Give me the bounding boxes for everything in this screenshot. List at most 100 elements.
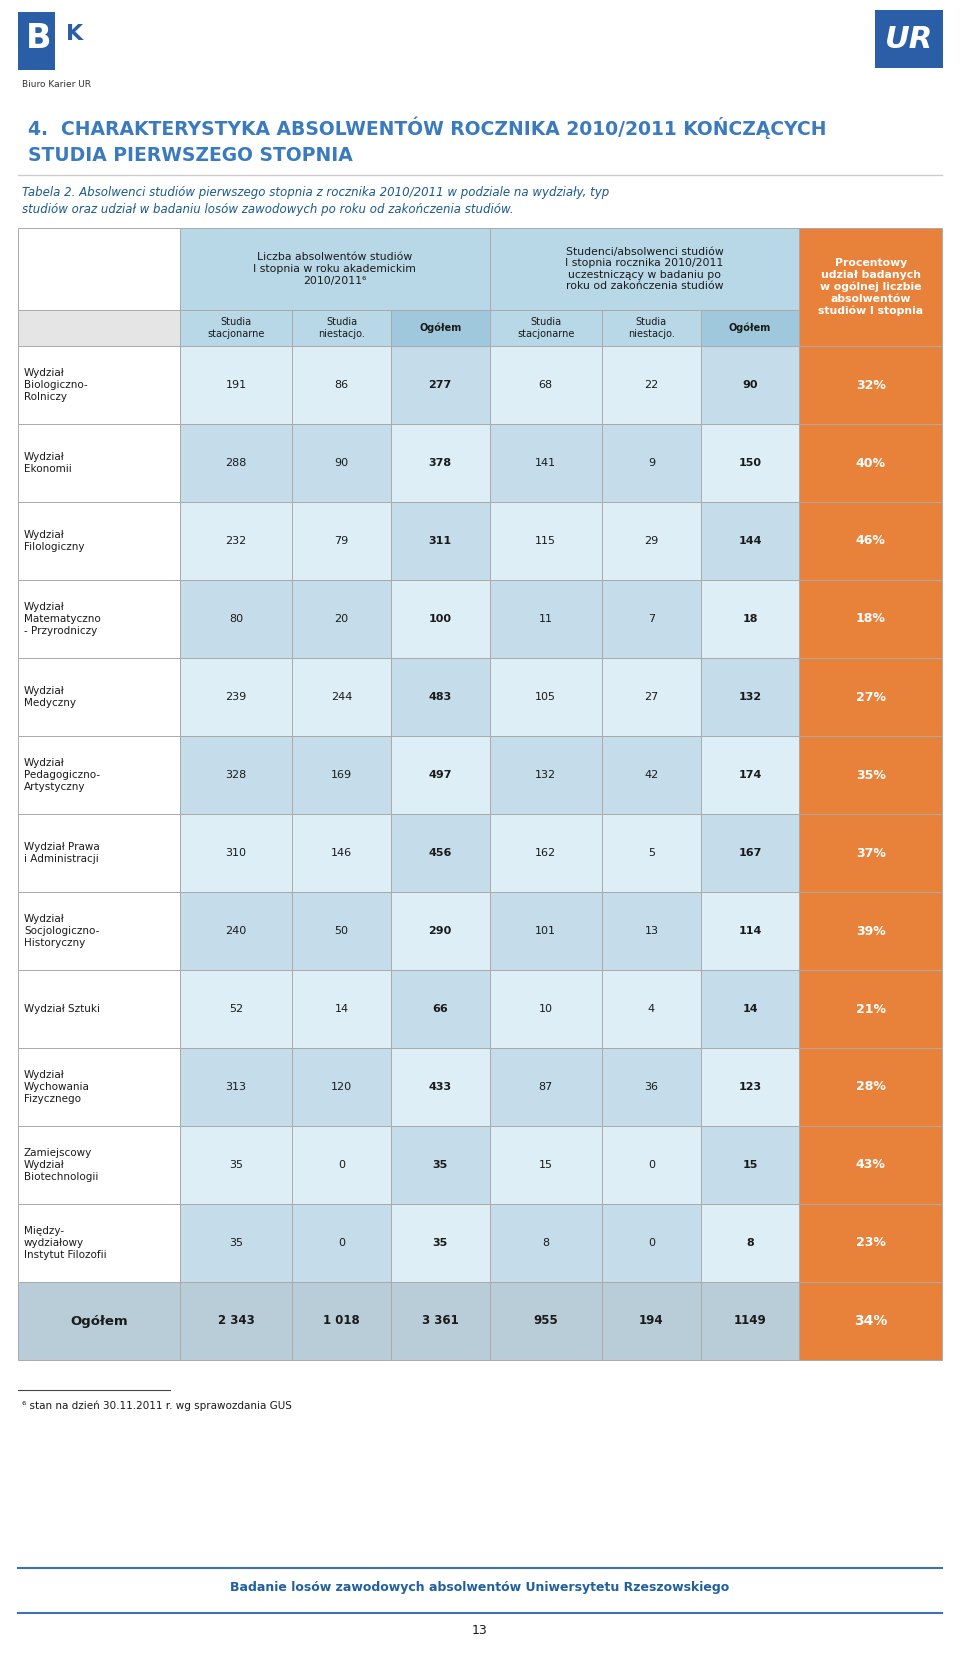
Bar bbox=[490, 657, 602, 736]
Bar bbox=[180, 310, 292, 345]
Bar bbox=[292, 1048, 391, 1126]
Bar bbox=[180, 1283, 292, 1359]
Text: 120: 120 bbox=[331, 1083, 352, 1093]
Bar bbox=[180, 736, 292, 814]
Text: Wydział
Socjologiczno-
Historyczny: Wydział Socjologiczno- Historyczny bbox=[24, 914, 100, 947]
Text: 42: 42 bbox=[644, 771, 659, 781]
Text: 80: 80 bbox=[228, 614, 243, 624]
Text: Studia
stacjonarne: Studia stacjonarne bbox=[517, 317, 574, 339]
Bar bbox=[391, 1283, 490, 1359]
Text: Studia
niestacjo.: Studia niestacjo. bbox=[318, 317, 365, 339]
Bar bbox=[490, 502, 602, 580]
Text: 10: 10 bbox=[539, 1004, 553, 1014]
Text: 433: 433 bbox=[429, 1083, 452, 1093]
Bar bbox=[800, 814, 942, 892]
Text: 50: 50 bbox=[334, 926, 348, 936]
Text: Wydział Sztuki: Wydział Sztuki bbox=[24, 1004, 100, 1014]
Text: 169: 169 bbox=[331, 771, 352, 781]
Bar bbox=[800, 657, 942, 736]
Text: UR: UR bbox=[885, 25, 933, 53]
Text: 955: 955 bbox=[534, 1314, 558, 1328]
Bar bbox=[180, 814, 292, 892]
Text: 162: 162 bbox=[536, 847, 557, 857]
Text: 15: 15 bbox=[539, 1159, 553, 1169]
Bar bbox=[18, 971, 180, 1048]
Bar bbox=[18, 1048, 180, 1126]
Bar bbox=[800, 736, 942, 814]
Bar bbox=[180, 424, 292, 502]
Text: Badanie losów zawodowych absolwentów Uniwersytetu Rzeszowskiego: Badanie losów zawodowych absolwentów Uni… bbox=[230, 1581, 730, 1595]
Bar bbox=[800, 580, 942, 657]
Text: 1149: 1149 bbox=[733, 1314, 766, 1328]
Text: 21%: 21% bbox=[855, 1002, 886, 1016]
Bar bbox=[18, 345, 180, 424]
Bar bbox=[602, 892, 701, 971]
Text: 240: 240 bbox=[226, 926, 247, 936]
Bar bbox=[180, 502, 292, 580]
Bar bbox=[292, 310, 391, 345]
Text: 4.  CHARAKTERYSTYKA ABSOLWENTÓW ROCZNIKA 2010/2011 KOŃCZĄCYCH: 4. CHARAKTERYSTYKA ABSOLWENTÓW ROCZNIKA … bbox=[28, 117, 827, 138]
Bar bbox=[180, 1126, 292, 1204]
Bar bbox=[701, 1126, 800, 1204]
Text: 0: 0 bbox=[338, 1159, 345, 1169]
Text: 23%: 23% bbox=[855, 1236, 886, 1249]
Text: 100: 100 bbox=[429, 614, 452, 624]
Text: 8: 8 bbox=[746, 1238, 754, 1248]
Text: 68: 68 bbox=[539, 380, 553, 390]
Bar bbox=[800, 892, 942, 971]
Text: STUDIA PIERWSZEGO STOPNIA: STUDIA PIERWSZEGO STOPNIA bbox=[28, 145, 352, 165]
Bar bbox=[701, 580, 800, 657]
Bar bbox=[292, 345, 391, 424]
Bar bbox=[701, 971, 800, 1048]
Text: 46%: 46% bbox=[855, 534, 886, 547]
Bar bbox=[490, 229, 800, 310]
Text: 483: 483 bbox=[428, 692, 452, 702]
Bar bbox=[490, 1283, 602, 1359]
Text: 2 343: 2 343 bbox=[218, 1314, 254, 1328]
Bar bbox=[18, 814, 180, 892]
Bar bbox=[180, 971, 292, 1048]
Text: 40%: 40% bbox=[855, 457, 886, 469]
Bar bbox=[18, 229, 180, 345]
Bar bbox=[701, 345, 800, 424]
Bar bbox=[701, 424, 800, 502]
Bar bbox=[391, 814, 490, 892]
Bar bbox=[18, 892, 180, 971]
Bar bbox=[701, 1048, 800, 1126]
Text: 313: 313 bbox=[226, 1083, 247, 1093]
Text: Wydział
Ekonomii: Wydział Ekonomii bbox=[24, 452, 72, 474]
Text: 86: 86 bbox=[334, 380, 348, 390]
Bar bbox=[18, 1204, 180, 1283]
Bar bbox=[800, 424, 942, 502]
Bar bbox=[391, 1048, 490, 1126]
Text: 101: 101 bbox=[536, 926, 556, 936]
Text: 87: 87 bbox=[539, 1083, 553, 1093]
Bar bbox=[800, 1048, 942, 1126]
Polygon shape bbox=[56, 12, 96, 70]
Bar bbox=[180, 1204, 292, 1283]
Text: 288: 288 bbox=[226, 459, 247, 469]
Bar bbox=[701, 892, 800, 971]
Text: 141: 141 bbox=[536, 459, 557, 469]
Text: 11: 11 bbox=[539, 614, 553, 624]
Text: 66: 66 bbox=[432, 1004, 448, 1014]
Bar bbox=[292, 892, 391, 971]
Bar bbox=[602, 971, 701, 1048]
Text: 14: 14 bbox=[334, 1004, 348, 1014]
Bar bbox=[391, 424, 490, 502]
Text: 9: 9 bbox=[648, 459, 655, 469]
Bar bbox=[602, 310, 701, 345]
Text: 290: 290 bbox=[428, 926, 452, 936]
Bar bbox=[602, 1126, 701, 1204]
Bar bbox=[391, 345, 490, 424]
Bar bbox=[18, 424, 180, 502]
Text: 22: 22 bbox=[644, 380, 659, 390]
Bar bbox=[180, 657, 292, 736]
Bar bbox=[602, 424, 701, 502]
Bar bbox=[602, 814, 701, 892]
Bar bbox=[391, 310, 490, 345]
Bar bbox=[292, 814, 391, 892]
Text: 115: 115 bbox=[536, 535, 556, 545]
Text: Tabela 2. Absolwenci studiów pierwszego stopnia z rocznika 2010/2011 w podziale : Tabela 2. Absolwenci studiów pierwszego … bbox=[22, 185, 610, 198]
Bar bbox=[391, 1204, 490, 1283]
